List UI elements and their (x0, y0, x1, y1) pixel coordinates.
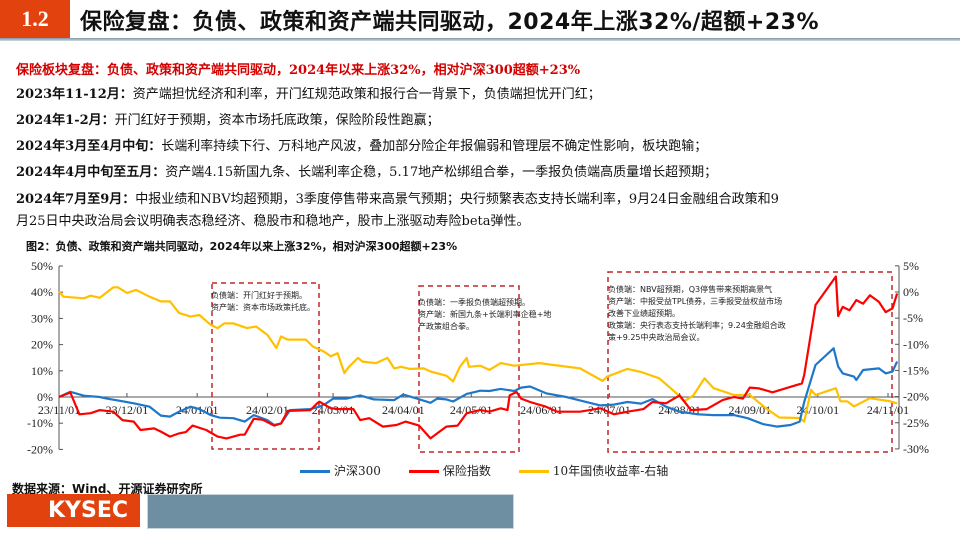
footer-bar (147, 494, 514, 529)
x-tick-label: 24/07/01 (588, 403, 631, 417)
kysec-logo: KYSEC (7, 494, 140, 527)
x-tick-label: 23/11/01 (38, 403, 80, 417)
x-tick-label: 24/01/01 (176, 403, 219, 417)
x-tick-label: 24/09/01 (728, 403, 771, 417)
legend-item-bond-yield: 10年国债收益率-右轴 (518, 462, 668, 479)
annotation-2-line-1: 负债端：一季报负债端超预期。 (418, 297, 530, 307)
left-tick-label: 20% (31, 338, 53, 352)
x-tick-label: 24/10/01 (796, 403, 839, 417)
series-bond-yield-line (58, 286, 898, 423)
x-tick-label: 24/11/01 (867, 403, 909, 417)
annotation-3-line-3: 改善下业绩超预期。 (608, 308, 680, 318)
header-divider (0, 38, 960, 41)
series-insurance-line (58, 275, 899, 440)
right-tick-label: -25% (903, 416, 929, 430)
figure-title: 图2：负债、政策和资产端共同驱动，2024年以来上涨32%，相对沪深300超额+… (26, 240, 458, 253)
annotation-box-2 (418, 285, 520, 453)
legend-item-hs300: 沪深300 (300, 462, 381, 479)
right-tick-label: -30% (903, 442, 929, 456)
x-tick-label: 24/06/01 (520, 403, 563, 417)
annotation-3-line-5: 策+9.25中央政治局会议。 (608, 332, 705, 342)
chart-legend: 沪深300 保险指数 10年国债收益率-右轴 (300, 462, 668, 479)
left-tick-label: 50% (31, 259, 53, 273)
x-tick-label: 23/12/01 (106, 403, 149, 417)
paragraph-3: 2024年3月至4月中旬：长端利率持续下行、万科地产风波，叠加部分险企年报偏弱和… (16, 136, 707, 158)
paragraph-label: 2024年1-2月： (16, 113, 115, 128)
right-tick-label: 5% (903, 259, 919, 273)
right-tick-label: -15% (903, 363, 929, 377)
paragraph-text: 资产端4.15新国九条、长端利率企稳，5.17地产松绑组合拳，一季报负债端高质量… (165, 165, 718, 180)
left-tick-label: 40% (31, 285, 53, 299)
series-hs300-line (58, 347, 899, 428)
annotation-2-line-2: 资产端：新国九条+长端利率企稳+地 (418, 309, 551, 319)
annotation-3-line-1: 负债端：NBV超预期，Q3停售带来预期高景气 (608, 284, 772, 294)
legend-item-insurance: 保险指数 (408, 462, 491, 479)
data-source: 数据来源：Wind、开源证券研究所 (12, 482, 203, 496)
paragraph-label: 2024年3月至4月中旬： (16, 139, 162, 154)
annotation-1-line-2: 资产端：资本市场政策托底。 (211, 302, 315, 312)
right-tick-label: 0% (903, 285, 919, 299)
annotation-2-line-3: 产政策组合拳。 (418, 321, 474, 331)
x-tick-label: 24/02/01 (246, 403, 289, 417)
paragraph-5: 2024年7月至9月：中报业绩和NBV均超预期，3季度停售带来高景气预期；央行频… (16, 189, 779, 233)
section-number: 1.2 (0, 0, 70, 38)
paragraph-2: 2024年1-2月：开门红好于预期，资本市场托底政策，保险阶段性跑赢； (16, 110, 440, 132)
paragraph-text: 长端利率持续下行、万科地产风波，叠加部分险企年报偏弱和管理层不确定性影响，板块跑… (161, 139, 708, 154)
paragraph-text-cont: 月25日中央政治局会议明确表态稳经济、稳股市和稳地产，股市上涨驱动寿险beta弹… (16, 214, 530, 229)
annotation-box-1 (211, 282, 320, 450)
paragraph-1: 2023年11-12月：资产端担忧经济和利率，开门红规范政策和报行合一背景下，负… (16, 84, 601, 106)
paragraph-text: 资产端担忧经济和利率，开门红规范政策和报行合一背景下，负债端担忧开门红； (132, 87, 601, 102)
annotation-3-line-4: 政策端：央行表态支持长端利率；9.24金融组合政 (608, 320, 786, 330)
paragraph-text: 中报业绩和NBV均超预期，3季度停售带来高景气预期；央行频繁表态支持长端利率，9… (135, 192, 779, 207)
right-tick-label: -20% (903, 390, 929, 404)
paragraph-4: 2024年4月中旬至五月：资产端4.15新国九条、长端利率企稳，5.17地产松绑… (16, 162, 717, 184)
page-title: 保险复盘：负债、政策和资产端共同驱动，2024年上涨32%/超额+23% (80, 10, 820, 35)
left-tick-label: 0% (37, 390, 53, 404)
left-tick-label: 30% (31, 311, 53, 325)
x-tick-label: 24/05/01 (450, 403, 493, 417)
x-tick-label: 24/08/01 (658, 403, 701, 417)
annotation-1-line-1: 负债端：开门红好于预期。 (211, 290, 307, 300)
annotation-3-line-2: 资产端：中报受益TPL债券，三季报受益权益市场 (608, 296, 782, 306)
x-tick-label: 24/03/01 (312, 403, 355, 417)
right-tick-label: -10% (903, 337, 929, 351)
x-tick-label: 24/04/01 (382, 403, 425, 417)
paragraph-label: 2023年11-12月： (16, 87, 133, 102)
paragraph-label: 2024年7月至9月： (16, 192, 136, 207)
left-tick-label: -10% (27, 416, 53, 430)
left-tick-label: -20% (27, 442, 53, 456)
left-tick-label: 10% (31, 364, 53, 378)
paragraph-text: 开门红好于预期，资本市场托底政策，保险阶段性跑赢； (114, 113, 440, 128)
paragraph-label: 2024年4月中旬至五月： (16, 165, 166, 180)
annotation-box-3 (607, 271, 893, 453)
subheading: 保险板块复盘：负债、政策和资产端共同驱动，2024年以来上涨32%，相对沪深30… (16, 63, 581, 78)
right-tick-label: -5% (903, 311, 923, 325)
